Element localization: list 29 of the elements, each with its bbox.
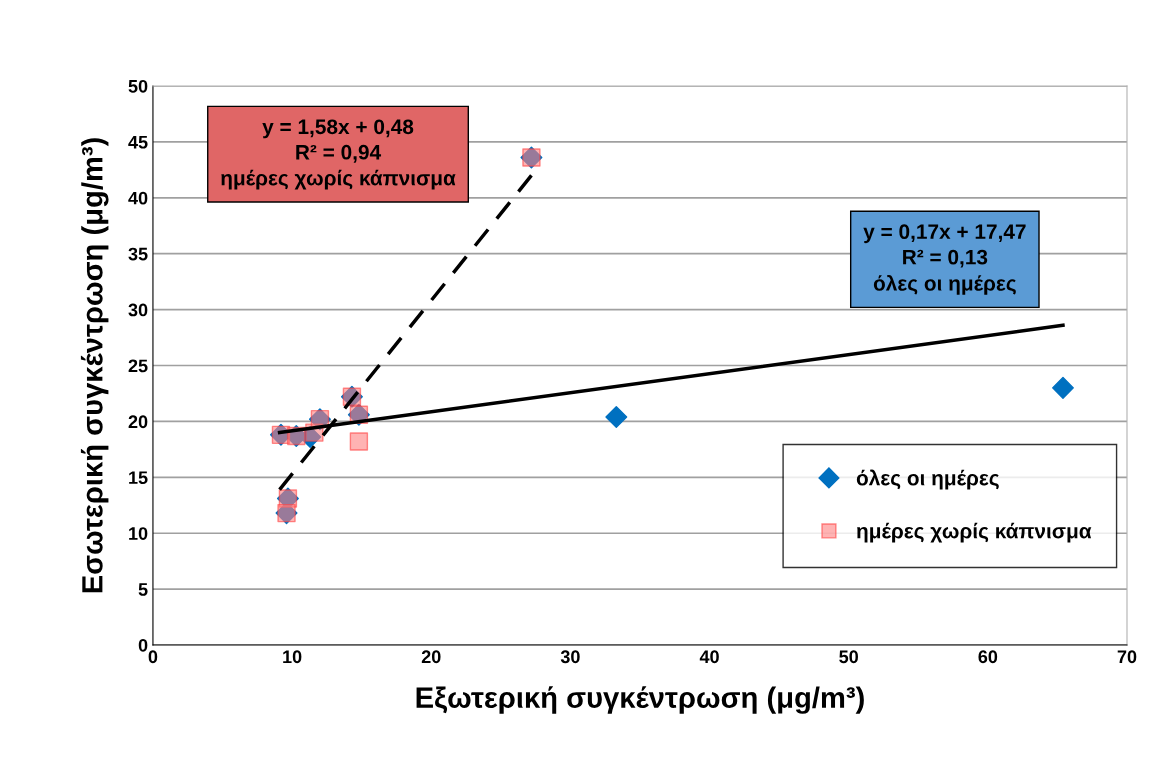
x-tick-label: 30 — [560, 650, 580, 664]
y-tick-label: 30 — [128, 303, 148, 317]
x-axis-title: Εξωτερική συγκέντρωση (μg/m³) — [416, 686, 864, 714]
y-tick-label: 5 — [138, 583, 148, 596]
x-tick-label: 40 — [699, 650, 719, 664]
x-tick-label: 20 — [421, 650, 441, 664]
y-tick-label: 15 — [129, 471, 148, 485]
y-tick-label: 35 — [128, 247, 148, 261]
point — [1051, 376, 1074, 399]
point — [605, 405, 628, 428]
y-tick-label: 10 — [129, 527, 148, 540]
x-tick-label: 60 — [978, 650, 998, 664]
point — [299, 426, 322, 449]
y-tick-label: 45 — [128, 136, 148, 149]
legend-label: όλες οι ημέρες — [856, 469, 999, 490]
annotation: y = 0,17x + 17,47 R² = 0,13 όλες οι ημέρες — [863, 224, 1026, 295]
y-tick-label: 40 — [128, 191, 148, 205]
point — [349, 432, 369, 451]
x-tick-label: 0 — [148, 650, 158, 664]
y-tick-label: 50 — [128, 79, 148, 93]
y-tick-label: 25 — [128, 359, 148, 373]
y-tick-label: 0 — [138, 638, 148, 652]
x-tick-label: 10 — [283, 650, 302, 664]
x-tick-label: 70 — [1117, 650, 1137, 664]
y-axis-title: Εσωτερική συγκέντρωση (μg/m³) — [80, 138, 109, 593]
y-tick-label: 20 — [128, 415, 148, 429]
x-tick-label: 50 — [839, 650, 858, 664]
annotation: y = 1,58x + 0,48 R² = 0,94 ημέρες χωρίς κάπνισμα — [221, 119, 456, 190]
legend-label: ημέρες χωρίς κάπνισμα — [857, 522, 1092, 543]
